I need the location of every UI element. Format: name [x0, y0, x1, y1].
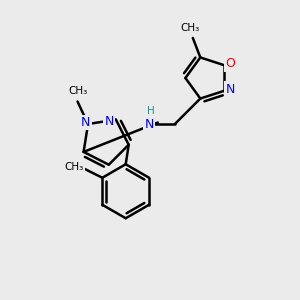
Text: CH₃: CH₃ [68, 86, 87, 96]
Text: CH₃: CH₃ [64, 162, 83, 172]
Text: O: O [225, 57, 235, 70]
Text: H: H [147, 106, 155, 116]
Text: N: N [81, 116, 90, 129]
Text: CH₃: CH₃ [180, 23, 200, 33]
Text: N: N [226, 83, 235, 96]
Text: N: N [105, 115, 114, 128]
Text: N: N [145, 118, 154, 130]
